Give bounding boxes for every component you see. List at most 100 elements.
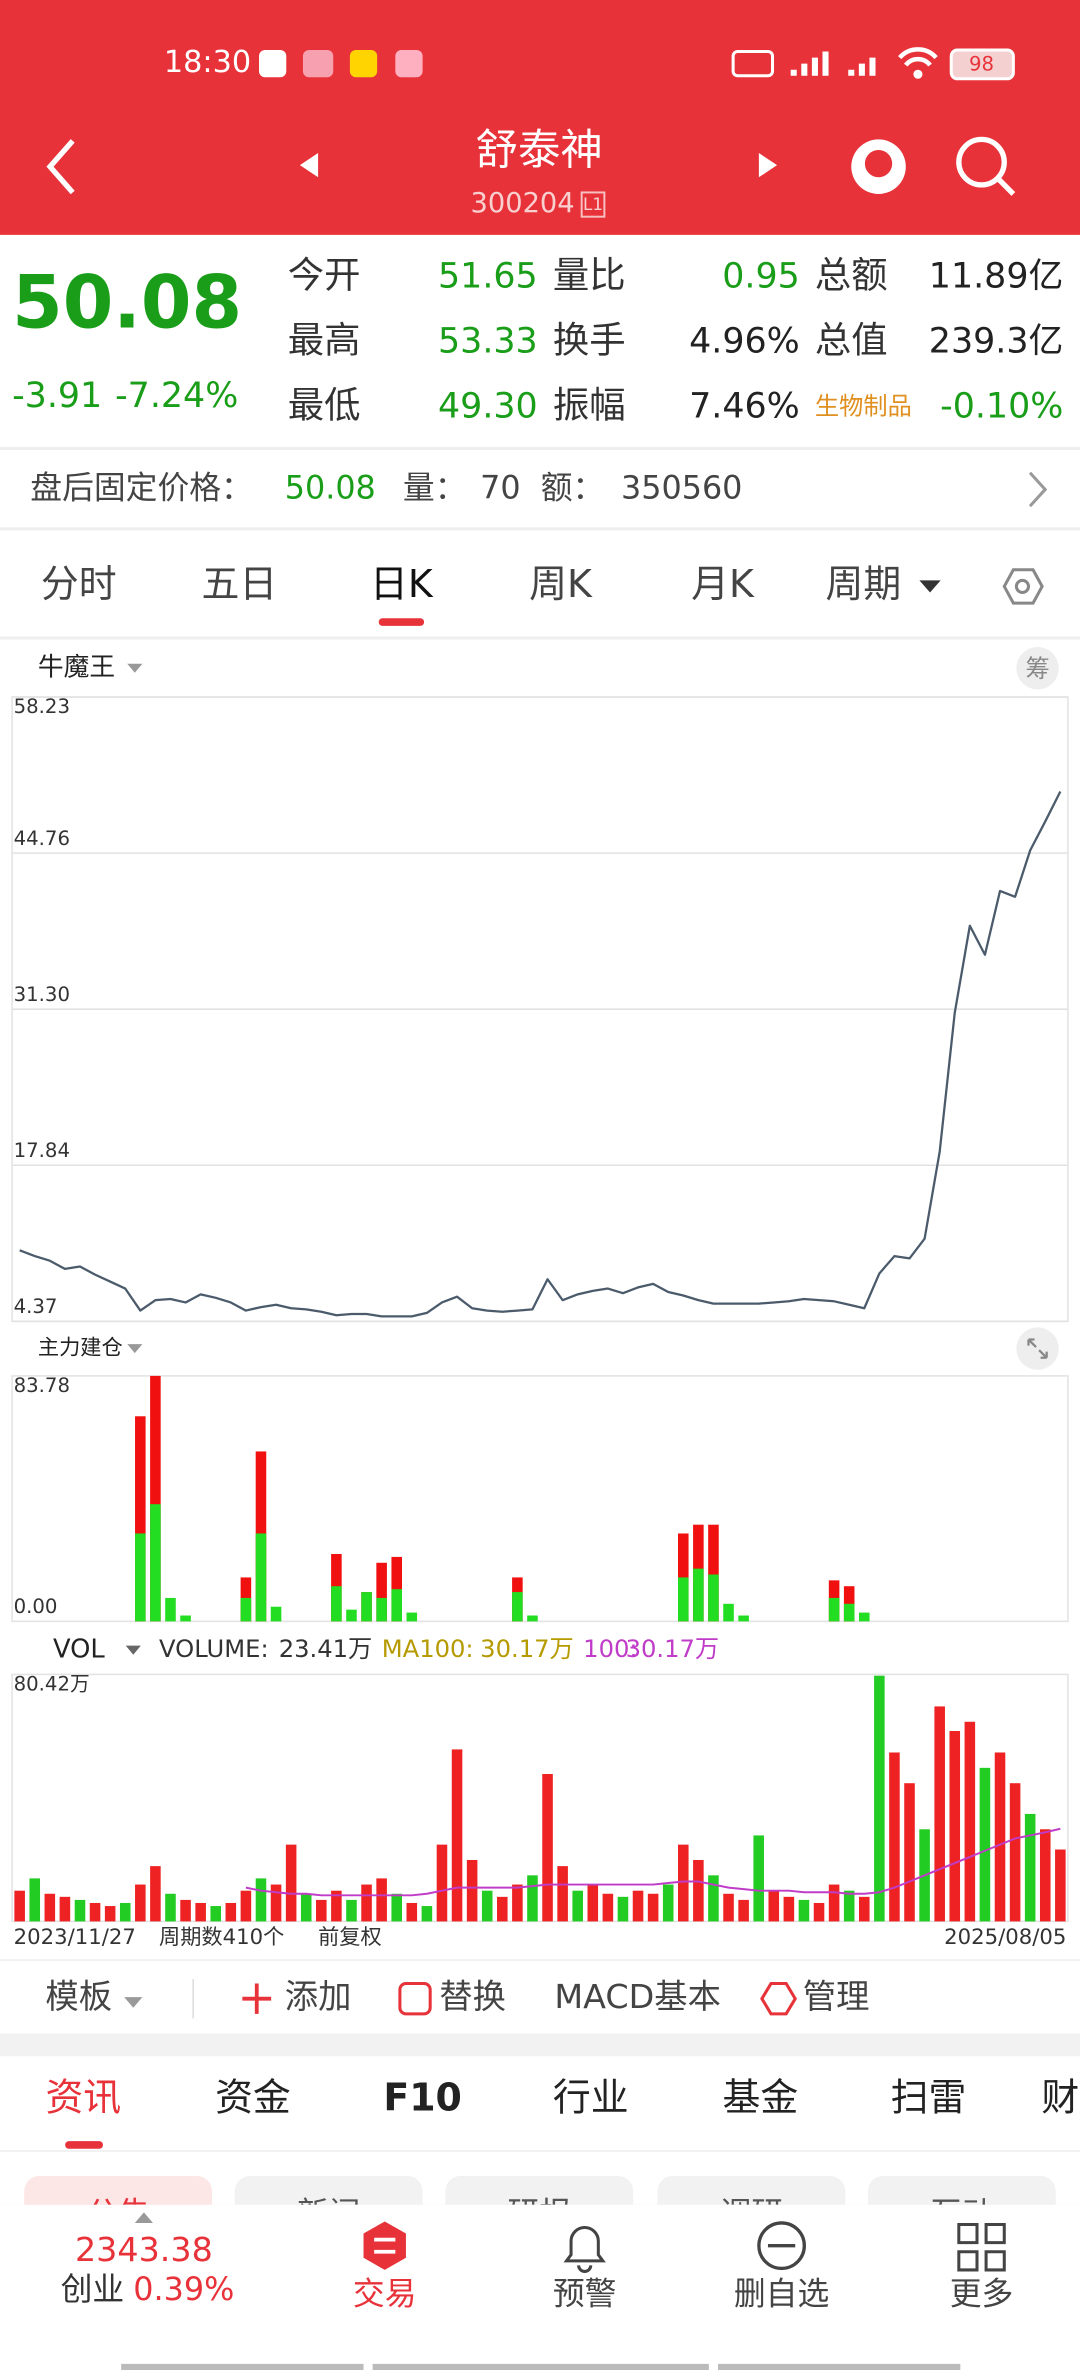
divider (0, 447, 1080, 451)
info-tab[interactable]: F10 (383, 2076, 462, 2120)
indicator-name[interactable]: VOL (53, 1635, 105, 1665)
bar (481, 1890, 493, 1922)
toolbar-button[interactable]: MACD基本 (554, 1977, 721, 2016)
bar (828, 1884, 840, 1922)
chevron[interactable] (1028, 471, 1048, 508)
expand-button[interactable] (1016, 1327, 1059, 1370)
info-tab[interactable]: 基金 (723, 2076, 799, 2120)
bar (934, 1706, 945, 1922)
quote-value: 4.96% (689, 321, 800, 361)
wifi-icon (913, 69, 923, 79)
dropdown-arrow[interactable] (127, 1344, 143, 1354)
nav-item[interactable]: 删自选 (734, 2275, 829, 2313)
bar (135, 1884, 146, 1922)
quote-label: 振幅 (553, 384, 626, 427)
quote-label: 量比 (553, 253, 626, 296)
bar (376, 1878, 387, 1922)
search-button[interactable] (956, 136, 1007, 188)
plot-frame (11, 1375, 1069, 1623)
bar (1039, 1829, 1051, 1922)
bar (89, 1902, 101, 1922)
info-tab[interactable]: 行业 (553, 2076, 629, 2120)
settings-button[interactable] (1002, 568, 1044, 605)
bar (150, 1866, 161, 1922)
nav-item[interactable]: 更多 (950, 2275, 1014, 2313)
index-value: 2343.38 (75, 2230, 213, 2269)
divider (0, 636, 1080, 640)
bar (346, 1899, 357, 1922)
after-hours-volume: 70 (480, 468, 520, 506)
bar (361, 1592, 372, 1622)
quote-label: 最高 (288, 318, 361, 361)
remove-icon[interactable] (757, 2221, 806, 2271)
index-pct: 0.39% (133, 2270, 234, 2308)
period-tab[interactable]: 周期 (826, 562, 902, 606)
bar (361, 1884, 372, 1922)
bar (617, 1896, 629, 1922)
divider (0, 1959, 1080, 1961)
bar (165, 1893, 176, 1922)
trade-icon[interactable] (363, 2221, 406, 2270)
after-hours-label: 额： (541, 468, 605, 506)
bar (632, 1890, 644, 1922)
quote-label: 今开 (288, 253, 361, 296)
nav-item[interactable]: 交易 (353, 2275, 417, 2313)
toolbar-button[interactable]: 替换 (439, 1977, 506, 2016)
divider (0, 527, 1080, 531)
period-tab[interactable]: 周K (529, 562, 593, 606)
indicator-name[interactable]: 牛魔王 (38, 653, 115, 683)
dropdown-arrow[interactable] (127, 663, 143, 673)
bar (240, 1890, 252, 1922)
badge-circle[interactable] (1016, 647, 1059, 690)
bar (813, 1902, 825, 1922)
quote-value: 0.95 (722, 256, 800, 296)
dropdown-arrow[interactable] (919, 580, 941, 593)
nav-item[interactable]: 预警 (553, 2275, 617, 2313)
more-icon[interactable] (957, 2222, 1006, 2272)
bar (572, 1890, 583, 1922)
bar (346, 1609, 357, 1622)
info-tab[interactable]: 资讯 (45, 2076, 121, 2120)
legend-label: VOLUME: (159, 1634, 269, 1663)
tab-underline (378, 618, 425, 626)
alert-icon[interactable] (563, 2225, 606, 2273)
info-tab[interactable]: 财 (1041, 2076, 1079, 2120)
bar (300, 1893, 312, 1922)
tab-underline (65, 2141, 104, 2149)
period-tab[interactable]: 分时 (41, 562, 117, 606)
y-tick-label: 83.78 (14, 1374, 70, 1397)
bar (135, 1533, 146, 1622)
quote-label: 换手 (553, 318, 626, 361)
period-tab[interactable]: 日K (370, 562, 434, 606)
legend-value: 23.41万 (279, 1634, 373, 1663)
info-tab[interactable]: 资金 (215, 2076, 291, 2120)
bar (964, 1721, 976, 1922)
dropdown-arrow[interactable] (124, 1997, 143, 2008)
bar (255, 1533, 267, 1622)
bar (1055, 1849, 1066, 1922)
x-label: 2023/11/27 (14, 1925, 136, 1950)
bar (587, 1884, 599, 1922)
toolbar-button[interactable]: 添加 (285, 1977, 352, 2016)
back-button[interactable] (46, 139, 75, 195)
period-tab[interactable]: 月K (691, 562, 755, 606)
bar (738, 1615, 749, 1622)
prev-stock[interactable] (299, 153, 319, 178)
bar (693, 1568, 704, 1622)
trade-icon-arrows (374, 2237, 396, 2254)
period-tab[interactable]: 五日 (201, 562, 277, 606)
bar (421, 1906, 433, 1922)
dropdown-arrow[interactable] (125, 1645, 141, 1655)
bar (753, 1835, 764, 1922)
bar (949, 1730, 961, 1922)
gap (0, 2033, 1080, 2057)
next-stock[interactable] (758, 153, 778, 178)
info-tab[interactable]: 扫雷 (891, 2076, 967, 2120)
quote-value: -0.10% (940, 387, 1063, 427)
y-tick-label: 17.84 (14, 1139, 70, 1162)
quote-label: 最低 (288, 384, 361, 427)
toolbar-button[interactable]: 模板 (45, 1977, 112, 2016)
indicator-name[interactable]: 主力建仓 (38, 1336, 123, 1361)
toolbar-button[interactable]: 管理 (803, 1977, 870, 2016)
bar (497, 1896, 508, 1922)
